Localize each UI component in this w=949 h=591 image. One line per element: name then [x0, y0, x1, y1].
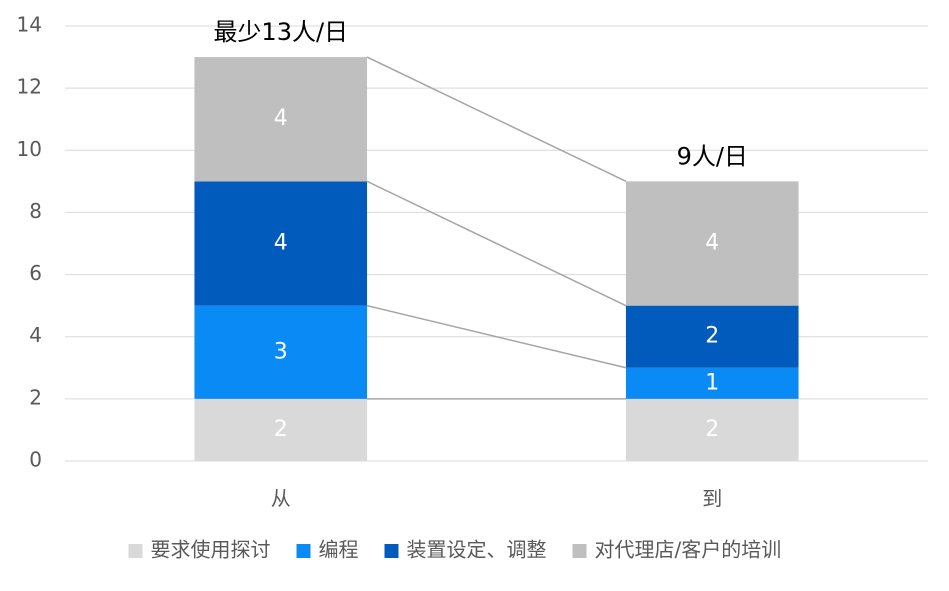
- connector-line: [366, 180, 627, 307]
- value-label: 4: [705, 231, 719, 256]
- bar-segment: [194, 398, 368, 461]
- bar-segment: [194, 181, 368, 306]
- value-label: 3: [274, 339, 288, 364]
- y-tick-label: 14: [17, 13, 42, 37]
- legend-label: 要求使用探讨: [151, 538, 271, 562]
- y-tick-label: 6: [29, 261, 42, 285]
- legend-swatch: [296, 544, 311, 558]
- value-label: 4: [274, 231, 288, 256]
- connector-line: [366, 56, 627, 183]
- legend-swatch: [384, 544, 399, 558]
- connector-line: [366, 304, 627, 369]
- y-tick-label: 10: [17, 137, 42, 161]
- value-label: 2: [705, 417, 719, 442]
- legend-label: 对代理店/客户的培训: [595, 538, 782, 562]
- bar-segment: [625, 398, 799, 461]
- x-tick-label: 到: [702, 487, 722, 511]
- value-label: 2: [705, 324, 719, 349]
- bar-segment: [194, 305, 368, 399]
- x-tick-label: 从: [271, 487, 291, 511]
- annotation: 最少13人/日: [213, 18, 348, 46]
- bar-segment: [625, 181, 799, 306]
- bar-segment: [625, 305, 799, 368]
- value-label: 2: [274, 417, 288, 442]
- bar-segment: [625, 367, 799, 399]
- legend-label: 编程: [319, 538, 359, 562]
- y-tick-label: 2: [29, 385, 42, 409]
- annotation: 9人/日: [677, 142, 748, 170]
- y-tick-label: 0: [29, 448, 42, 472]
- bar-segment: [194, 57, 368, 182]
- legend-swatch: [128, 544, 143, 558]
- legend-label: 装置设定、调整: [407, 538, 547, 562]
- value-label: 1: [705, 370, 719, 395]
- y-tick-label: 12: [17, 75, 42, 99]
- y-tick-label: 8: [29, 199, 42, 223]
- value-label: 4: [274, 106, 288, 131]
- legend-swatch: [572, 544, 587, 558]
- y-tick-label: 4: [29, 323, 42, 347]
